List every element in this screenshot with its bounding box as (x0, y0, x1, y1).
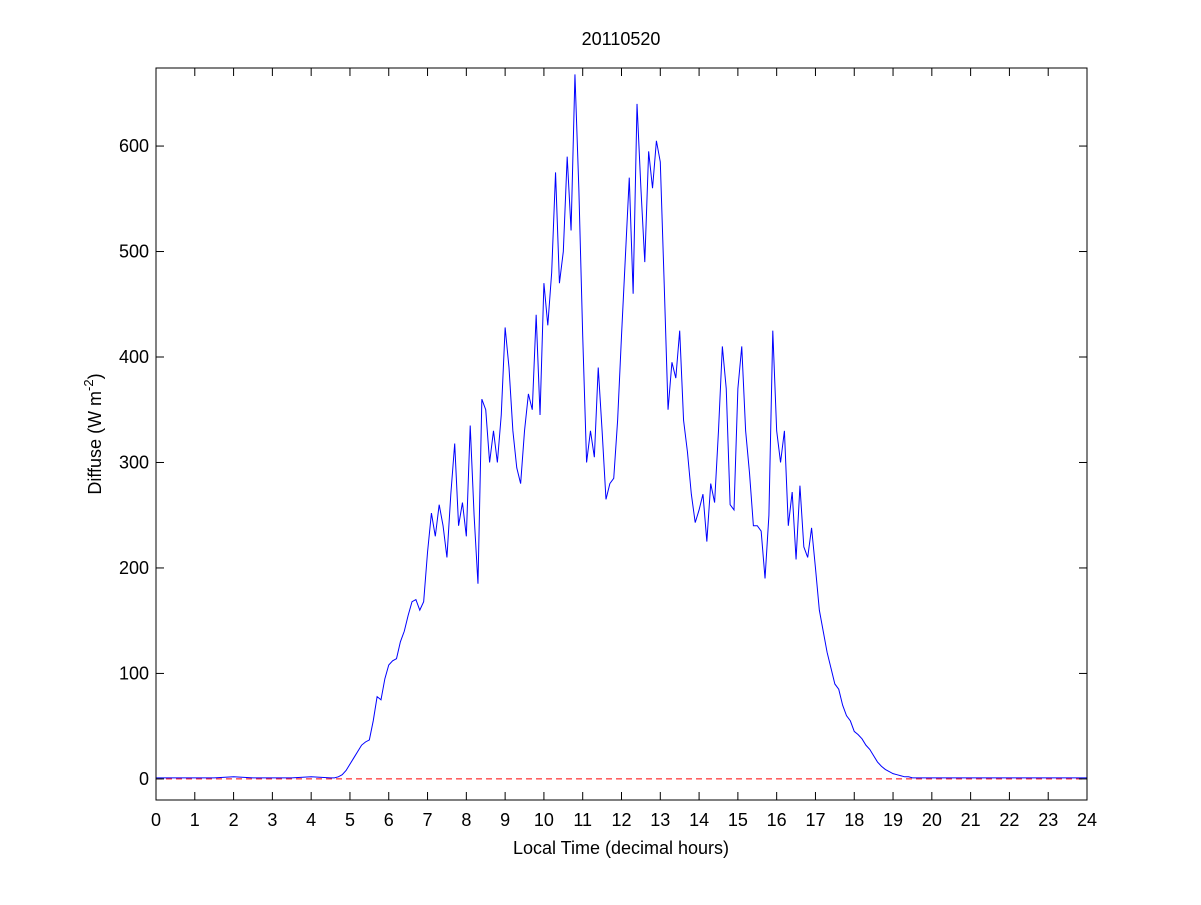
x-tick-label: 5 (345, 810, 355, 830)
y-tick-label: 400 (119, 347, 149, 367)
x-tick-label: 20 (922, 810, 942, 830)
x-tick-label: 6 (384, 810, 394, 830)
x-axis-label: Local Time (decimal hours) (513, 838, 729, 858)
y-axis-label: Diffuse (W m-2) (81, 373, 105, 494)
x-tick-label: 15 (728, 810, 748, 830)
y-axis-label-superscript: -2 (81, 379, 96, 391)
x-tick-label: 23 (1038, 810, 1058, 830)
y-tick-label: 100 (119, 663, 149, 683)
x-tick-label: 0 (151, 810, 161, 830)
x-tick-label: 19 (883, 810, 903, 830)
x-tick-label: 18 (844, 810, 864, 830)
x-tick-label: 21 (961, 810, 981, 830)
x-tick-label: 4 (306, 810, 316, 830)
data-line (156, 74, 1087, 779)
x-tick-label: 17 (805, 810, 825, 830)
x-tick-label: 1 (190, 810, 200, 830)
x-tick-label: 7 (423, 810, 433, 830)
y-axis-label-text: Diffuse (W m (85, 391, 105, 495)
chart-title: 20110520 (582, 29, 661, 49)
y-tick-label: 300 (119, 452, 149, 472)
x-tick-label: 12 (611, 810, 631, 830)
x-tick-label: 11 (573, 810, 592, 830)
x-tick-label: 13 (650, 810, 670, 830)
x-tick-label: 10 (534, 810, 554, 830)
x-tick-label: 14 (689, 810, 709, 830)
x-tick-label: 2 (229, 810, 239, 830)
x-tick-label: 3 (267, 810, 277, 830)
y-tick-label: 0 (139, 769, 149, 789)
y-tick-label: 200 (119, 558, 149, 578)
x-tick-label: 24 (1077, 810, 1097, 830)
y-tick-label: 600 (119, 136, 149, 156)
x-tick-label: 8 (461, 810, 471, 830)
x-tick-label: 22 (999, 810, 1019, 830)
x-tick-label: 9 (500, 810, 510, 830)
y-axis-label-text: ) (85, 373, 105, 379)
x-tick-label: 16 (767, 810, 787, 830)
y-tick-label: 500 (119, 242, 149, 262)
